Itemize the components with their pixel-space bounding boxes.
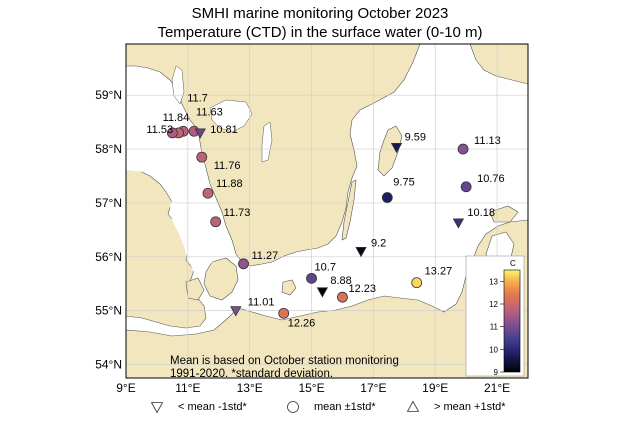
note-line-1: Mean is based on October station monitor…: [170, 355, 399, 367]
colorbar-tick-label: 12: [489, 300, 498, 309]
land-scandinavia: [126, 44, 421, 267]
station-value-label: 10.7: [315, 261, 336, 273]
station-marker: [381, 192, 393, 203]
map-title: SMHI marine monitoring October 2023 Temp…: [0, 4, 640, 42]
station-value-label: 8.88: [330, 275, 351, 287]
lon-tick-label: 15°E: [298, 381, 324, 395]
legend-marker: [287, 401, 299, 413]
lake-vattern: [261, 121, 273, 163]
marker-legend: < mean -1std* mean ±1std* > mean +1std*: [0, 400, 640, 424]
colorbar-tick-label: 9: [494, 368, 499, 377]
lon-tick-label: 19°E: [422, 381, 448, 395]
lat-tick-label: 55°N: [95, 304, 122, 318]
lat-tick-label: 59°N: [95, 88, 122, 102]
station-value-label: 10.18: [467, 207, 495, 219]
stations-layer: 11.7 11.84 11.63 11.53 10.81 11.76 11.88 11.73 1…: [146, 92, 504, 329]
station-marker: [390, 143, 403, 154]
colorbar-ticks: 9 10 11 12 13: [489, 277, 504, 377]
land-zealand: [203, 257, 239, 301]
land-gotland: [377, 125, 403, 177]
land-layer: [126, 44, 528, 378]
lon-tick-label: 13°E: [237, 381, 263, 395]
colorbar-tick-label: 10: [489, 345, 498, 354]
axis-ticks: 9°E 11°E 13°E 15°E 17°E 19°E 21°E 54°N 55°N 56°N 5…: [95, 88, 510, 395]
land-oland: [341, 179, 357, 241]
legend-label: mean ±1std*: [314, 401, 376, 413]
station-marker: [337, 291, 348, 303]
station-marker: [457, 143, 469, 155]
station-value-label: 11.84: [163, 112, 190, 124]
legend-marker: [406, 400, 420, 412]
station-value-label: 9.75: [393, 177, 414, 189]
circle-icon: [287, 401, 299, 413]
legend-item-tri-up: > mean +1std*: [406, 400, 506, 414]
lon-tick-label: 9°E: [116, 381, 135, 395]
legend-marker: [150, 402, 164, 414]
station-marker: [460, 181, 472, 193]
lat-tick-label: 58°N: [95, 142, 122, 156]
station-marker: [316, 287, 329, 298]
station-value-label: 11.13: [474, 135, 501, 147]
colorbar-tick-label: 13: [489, 277, 498, 286]
note-line-2: 1991-2020. *standard deviation.: [170, 368, 333, 380]
station-marker: [411, 277, 423, 289]
lat-tick-label: 57°N: [95, 196, 122, 210]
kattegat: [126, 134, 232, 276]
station-marker: [452, 218, 465, 229]
station-value-label: 11.27: [252, 250, 279, 262]
station-marker: [238, 258, 249, 270]
colorbar-label: C: [510, 259, 516, 268]
station-marker: [355, 247, 367, 258]
station-value-label: 12.23: [348, 283, 376, 295]
station-value-label: 11.76: [214, 160, 241, 172]
triangle-up-icon: [406, 400, 420, 412]
station-value-label: 13.27: [425, 266, 453, 278]
station-value-label: 9.2: [371, 237, 386, 249]
colorbar-gradient: [503, 269, 521, 373]
land-bornholm: [281, 279, 297, 296]
triangle-down-icon: [150, 402, 164, 414]
lat-tick-label: 54°N: [95, 358, 122, 372]
station-marker: [278, 307, 290, 319]
station-value-label: 11.01: [248, 297, 275, 309]
land-southern-coast: [126, 219, 528, 378]
station-value-label: 10.81: [210, 124, 238, 136]
station-value-label: 11.73: [224, 207, 251, 219]
station-marker: [306, 272, 317, 284]
station-value-label: 10.76: [477, 173, 505, 185]
oslofjord: [171, 65, 185, 105]
station-marker: [166, 127, 178, 139]
lon-tick-label: 11°E: [175, 381, 200, 395]
station-value-label: 11.7: [187, 92, 208, 104]
legend-item-tri-down: < mean -1std*: [150, 400, 247, 414]
station-marker: [230, 306, 242, 317]
lon-tick-label: 21°E: [484, 381, 510, 395]
station-marker: [194, 128, 206, 139]
title-line-1: SMHI marine monitoring October 2023: [191, 5, 449, 22]
station-value-label: 9.59: [405, 131, 426, 143]
map-frame: [125, 43, 529, 379]
station-marker: [210, 216, 222, 228]
station-value-label: 12.26: [288, 317, 316, 329]
station-value-label: 11.88: [216, 178, 243, 190]
lat-tick-label: 56°N: [95, 250, 122, 264]
legend-label: < mean -1std*: [178, 401, 247, 413]
title-line-2: Temperature (CTD) in the surface water (…: [157, 24, 483, 41]
station-value-label: 11.63: [196, 106, 223, 118]
legend-item-circle: mean ±1std*: [286, 400, 376, 414]
station-marker: [202, 187, 214, 199]
station-value-label: 11.53: [146, 124, 173, 136]
colorbar: C 9 10 11 12 13: [465, 255, 525, 377]
legend-label: > mean +1std*: [434, 401, 506, 413]
lon-tick-label: 17°E: [360, 381, 386, 395]
colorbar-tick-label: 11: [490, 323, 499, 332]
lake-vanern: [209, 99, 253, 133]
station-marker: [196, 151, 208, 163]
land-finland: [469, 44, 528, 85]
